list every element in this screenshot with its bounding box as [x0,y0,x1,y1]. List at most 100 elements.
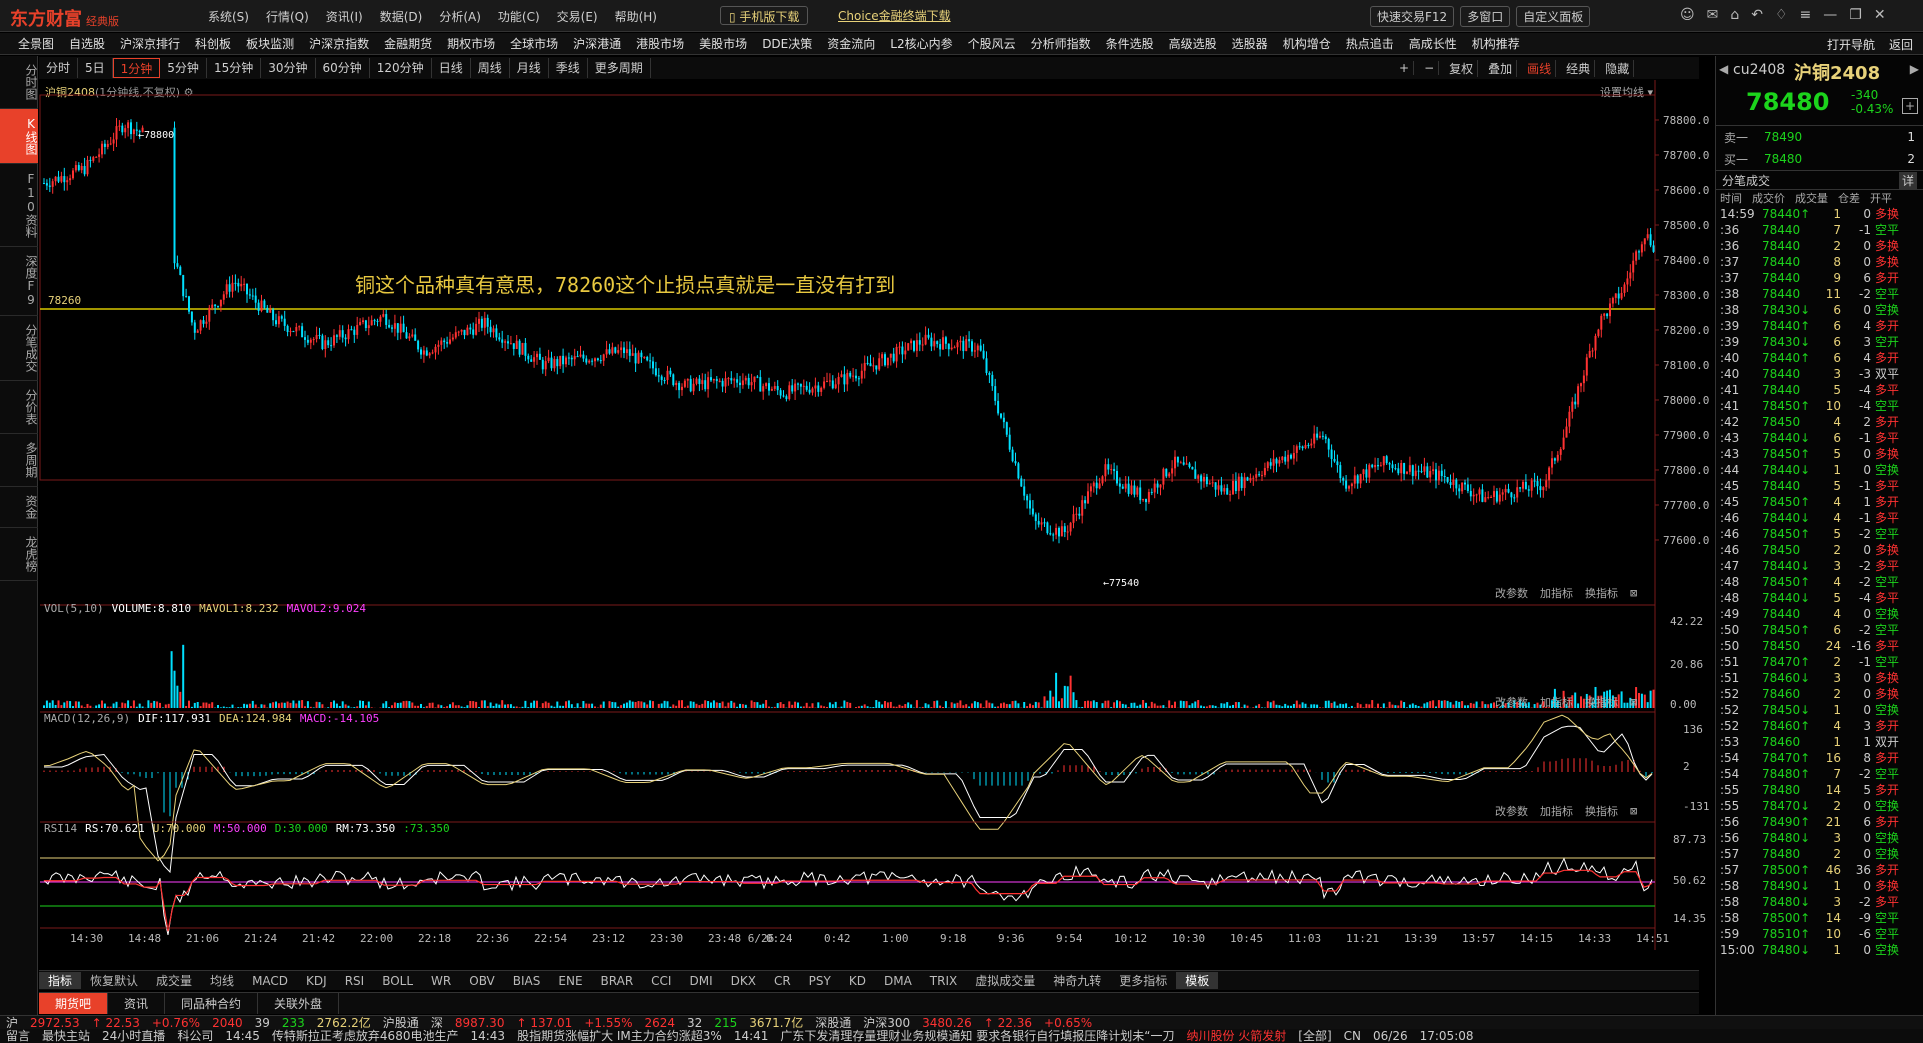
chart-tool-button[interactable]: + [1395,61,1415,75]
indicator-tab[interactable]: MACD [252,973,289,988]
indicator-tab[interactable]: CR [773,973,791,988]
nav-item[interactable]: 港股市场 [636,37,685,51]
minimize-icon[interactable]: — [1823,7,1838,23]
add-watchlist-button[interactable]: + [1902,98,1918,114]
next-icon[interactable]: ▶ [1909,62,1919,76]
chart-tool-button[interactable]: 复权 [1445,59,1479,77]
period-tab[interactable]: 更多周期 [588,58,651,78]
period-tab[interactable]: 日线 [432,58,471,78]
indicator-tab[interactable]: 恢复默认 [90,974,139,988]
mail-icon[interactable]: ✉ [1706,7,1719,23]
indicator-tab[interactable]: BRAR [600,973,634,988]
period-tab[interactable]: 5日 [78,58,113,78]
nav-item[interactable]: 全球市场 [510,37,559,51]
news-item[interactable]: 最快主站 [42,1029,91,1043]
nav-item[interactable]: 板块监测 [246,37,295,51]
period-tab[interactable]: 5分钟 [160,58,207,78]
period-tab[interactable]: 30分钟 [261,58,316,78]
bottom-tab[interactable]: 期货吧 [39,993,109,1014]
home-icon[interactable]: ⌂ [1730,7,1740,23]
news-item[interactable]: [全部] [1298,1029,1332,1043]
bottom-tab[interactable]: 同品种合约 [165,993,259,1014]
nav-item[interactable]: 机构增仓 [1282,37,1331,51]
left-tab[interactable]: 资金 [0,487,38,528]
user-icon[interactable]: ☺ [1680,7,1695,23]
indicator-tab[interactable]: DMI [689,973,713,988]
nav-item[interactable]: 沪深港通 [573,37,622,51]
left-tab[interactable]: 多周期 [0,434,38,487]
nav-item[interactable]: 美股市场 [699,37,748,51]
top-menu-item[interactable]: 帮助(H) [614,10,657,24]
close-icon[interactable]: ✕ [1873,7,1886,23]
indicator-tab[interactable]: WR [431,973,452,988]
top-menu-item[interactable]: 功能(C) [497,10,540,24]
period-tab[interactable]: 季线 [549,58,588,78]
news-item[interactable]: 24小时直播 [102,1029,166,1043]
indicator-tab[interactable]: OBV [469,973,495,988]
toolbar-button[interactable]: 多窗口 [1460,6,1511,27]
indicator-tab[interactable]: BIAS [512,973,541,988]
toolbar-button[interactable]: 快速交易F12 [1370,6,1455,27]
period-tab[interactable]: 1分钟 [112,58,161,78]
indicator-tab[interactable]: 指标 [39,972,82,989]
left-tab[interactable]: 深度F9 [0,247,38,316]
back-icon[interactable]: ↶ [1751,7,1763,23]
app-logo[interactable]: 东方财富 经典版 [10,5,119,31]
nav-item[interactable]: L2核心内参 [890,37,953,51]
indicator-tab[interactable]: DMA [883,973,912,988]
indicator-tab[interactable]: ENE [558,973,583,988]
download-choice-link[interactable]: Choice金融终端下载 [838,9,951,23]
indicator-tab[interactable]: 成交量 [156,974,193,988]
top-menu-item[interactable]: 交易(E) [556,10,598,24]
indicator-tab[interactable]: TRIX [929,973,958,988]
toolbar-button[interactable]: 自定义面板 [1516,6,1591,27]
nav-item[interactable]: 高成长性 [1408,37,1457,51]
chart-tool-button[interactable]: 经典 [1562,59,1596,77]
nav-item[interactable]: 金融期货 [384,37,433,51]
menu-icon[interactable]: ≡ [1799,7,1812,23]
indicator-tab[interactable]: KD [848,973,866,988]
indicator-tab[interactable]: 神奇九转 [1053,974,1102,988]
nav-item[interactable]: 个股风云 [967,37,1016,51]
indicator-tab[interactable]: RSI [344,973,365,988]
nav-item[interactable]: 自选股 [69,37,106,51]
indicator-tab[interactable]: CCI [651,973,672,988]
period-tab[interactable]: 60分钟 [316,58,370,78]
bottom-tab[interactable]: 关联外盘 [258,993,340,1014]
period-tab[interactable]: 月线 [510,58,549,78]
nav-item[interactable]: 全景图 [18,37,55,51]
period-tab[interactable]: 周线 [471,58,510,78]
news-item[interactable]: 留言 [6,1029,31,1043]
settings-icon[interactable]: ⚙ [183,86,194,99]
nav-item[interactable]: 机构推荐 [1471,37,1520,51]
indicator-tab[interactable]: KDJ [306,973,327,988]
chart-tool-button[interactable]: 叠加 [1484,59,1518,77]
nav-item[interactable]: DDE决策 [762,37,813,51]
left-tab[interactable]: 分价表 [0,381,38,434]
period-tab[interactable]: 15分钟 [207,58,262,78]
indicator-tab[interactable]: 均线 [210,974,235,988]
nav-item[interactable]: 高级选股 [1168,37,1217,51]
left-tab[interactable]: 分时图 [0,56,38,109]
prev-icon[interactable]: ◀ [1719,62,1729,76]
period-tab[interactable]: 120分钟 [370,58,432,78]
top-menu-item[interactable]: 资讯(I) [325,10,363,24]
nav-item[interactable]: 期权市场 [447,37,496,51]
nav-item[interactable]: 资金流向 [827,37,876,51]
top-menu-item[interactable]: 数据(D) [379,10,423,24]
left-tab[interactable]: 分笔成交 [0,316,38,381]
top-menu-item[interactable]: 分析(A) [439,10,481,24]
indicator-tab[interactable]: 更多指标 [1119,974,1168,988]
top-menu-item[interactable]: 行情(Q) [265,10,309,24]
nav-item[interactable]: 选股器 [1231,37,1268,51]
nav-item[interactable]: 热点追击 [1345,37,1394,51]
left-tab[interactable]: K线图 [0,109,38,164]
indicator-tab[interactable]: PSY [808,973,831,988]
top-menu-item[interactable]: 系统(S) [208,10,249,24]
indicator-tab[interactable]: DKX [730,973,756,988]
set-ma-button[interactable]: 设置均线 ▾ [1600,86,1654,99]
download-mobile-button[interactable]: ▯ 手机版下载 [720,6,809,25]
ticks-detail-button[interactable]: 详 [1898,171,1917,189]
chart-tool-button[interactable]: − [1420,61,1440,75]
skin-icon[interactable]: ♢ [1774,7,1788,23]
